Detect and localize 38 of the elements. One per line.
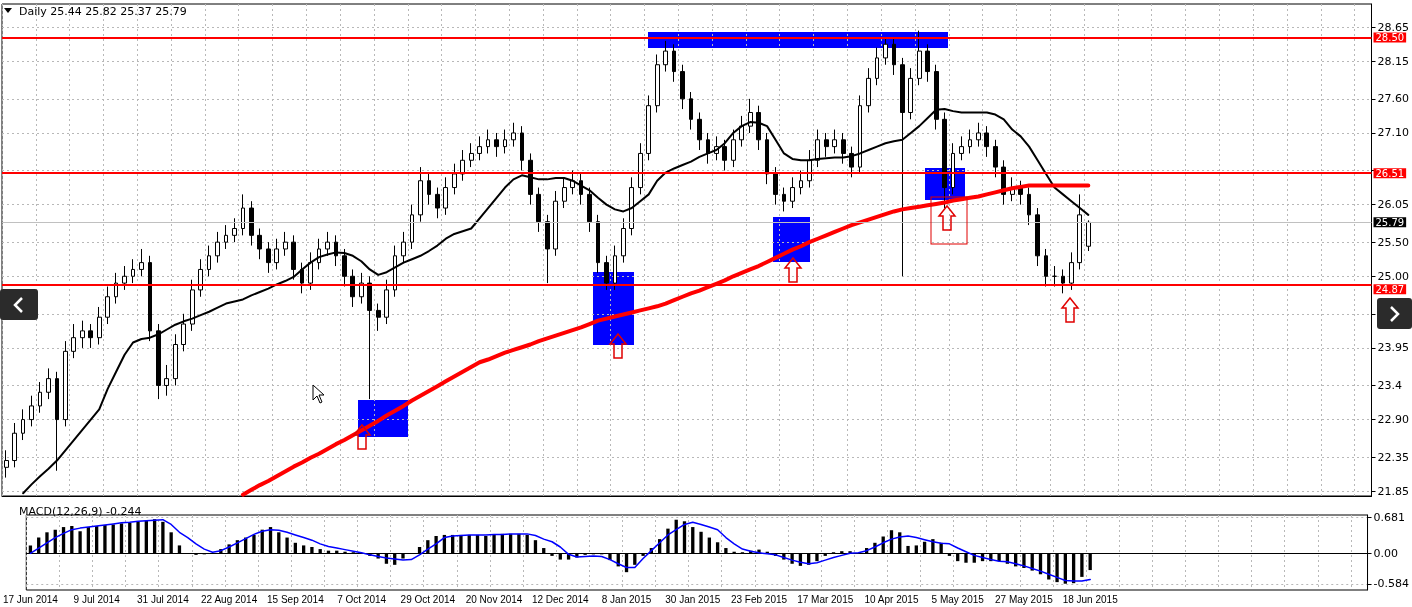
x-tick-label: 9 Jul 2014 xyxy=(73,593,121,605)
chart-title: MACD(12,26,9) -0.244 xyxy=(19,505,142,518)
y-tick-label: 26.05 xyxy=(1377,198,1410,212)
x-tick-label: 7 Oct 2014 xyxy=(337,593,387,605)
x-tick-label: 12 Dec 2014 xyxy=(531,593,590,605)
y-tick-label: 22.35 xyxy=(1377,450,1410,464)
x-tick-label: 5 May 2015 xyxy=(931,593,985,605)
x-tick-label: 15 Sep 2014 xyxy=(267,593,325,605)
ref-line-label: 26.51 xyxy=(1375,167,1405,179)
chart-title: Daily 25.44 25.82 25.37 25.79 xyxy=(19,5,187,18)
ref-line-label: 25.79 xyxy=(1375,216,1405,228)
x-tick-label: 18 Jun 2015 xyxy=(1062,593,1119,605)
y-tick-label: 22.90 xyxy=(1377,413,1410,427)
x-tick-label: 30 Jan 2015 xyxy=(665,593,721,605)
x-tick-label: 20 Nov 2014 xyxy=(465,593,523,605)
y-tick-label: 28.65 xyxy=(1377,20,1410,34)
y-tick-label: 25.00 xyxy=(1377,269,1410,283)
x-tick-label: 17 Jun 2014 xyxy=(2,593,59,605)
y-tick-label: 25.50 xyxy=(1377,235,1410,249)
x-tick-label: 8 Jan 2015 xyxy=(601,593,652,605)
x-tick-label: 22 Aug 2014 xyxy=(201,593,258,605)
y-tick-label: 0.681 xyxy=(1373,511,1406,525)
x-tick-label: 10 Apr 2015 xyxy=(864,593,919,605)
x-tick-label: 29 Oct 2014 xyxy=(400,593,456,605)
y-tick-label: 23.4 xyxy=(1377,378,1403,392)
x-tick-label: 31 Jul 2014 xyxy=(137,593,190,605)
y-tick-label: 27.10 xyxy=(1377,126,1410,140)
y-tick-label: -0.584 xyxy=(1373,577,1410,591)
y-tick-label: 0.00 xyxy=(1373,546,1399,560)
ref-line-label: 28.50 xyxy=(1375,31,1405,43)
x-tick-label: 27 May 2015 xyxy=(995,593,1054,605)
y-tick-label: 27.60 xyxy=(1377,92,1410,106)
x-tick-label: 23 Feb 2015 xyxy=(730,593,788,605)
ref-line-label: 24.87 xyxy=(1375,283,1405,295)
x-tick-label: 17 Mar 2015 xyxy=(797,593,854,605)
y-tick-label: 23.95 xyxy=(1377,341,1410,355)
y-tick-label: 28.15 xyxy=(1377,54,1410,68)
y-tick-label: 21.85 xyxy=(1377,484,1410,498)
